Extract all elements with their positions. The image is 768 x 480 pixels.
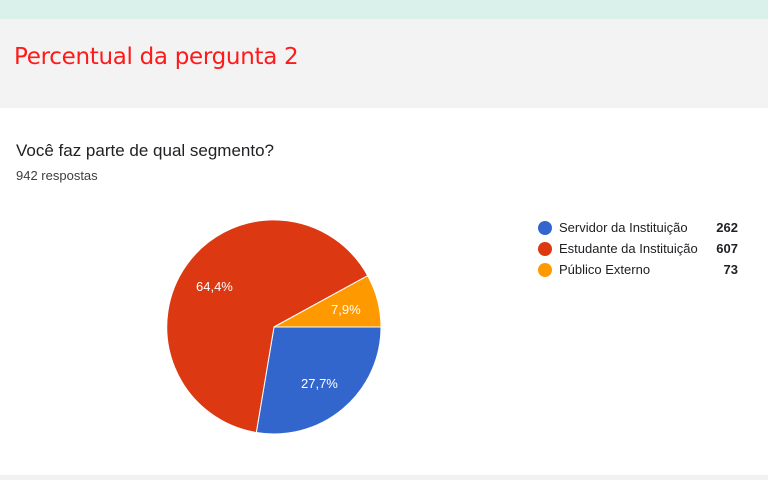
legend-count: 262 (716, 220, 738, 235)
legend-item-servidor[interactable]: Servidor da Instituição 262 (538, 219, 748, 240)
pie-label-publico: 7,9% (331, 302, 361, 317)
pie-slice-publico[interactable] (273, 275, 382, 328)
page-header (0, 19, 768, 108)
question-card (0, 108, 768, 475)
legend-dot-icon (538, 242, 552, 256)
legend-item-estudante[interactable]: Estudante da Instituição 607 (538, 240, 748, 261)
legend-dot-icon (538, 263, 552, 277)
question-title: Você faz parte de qual segmento? (16, 141, 275, 160)
pie-slice-estudante[interactable] (166, 219, 369, 434)
pie-chart: 27,7% 64,4% 7,9% (166, 219, 382, 435)
bottom-strip (0, 475, 768, 480)
pie-label-servidor: 27,7% (301, 376, 338, 391)
legend-label: Público Externo (559, 262, 651, 277)
legend-label: Servidor da Instituição (559, 220, 688, 235)
pie-label-estudante: 64,4% (196, 279, 233, 294)
response-count: 942 respostas (16, 168, 98, 183)
legend-item-publico[interactable]: Público Externo 73 (538, 261, 748, 282)
legend-count: 73 (723, 262, 738, 277)
legend-count: 607 (716, 241, 738, 256)
page-title: Percentual da pergunta 2 (14, 44, 299, 70)
chart-legend: Servidor da Instituição 262 Estudante da… (538, 219, 748, 282)
legend-label: Estudante da Instituição (559, 241, 698, 256)
legend-dot-icon (538, 221, 552, 235)
pie-slice-servidor[interactable] (255, 326, 382, 435)
top-accent-bar (0, 0, 768, 19)
